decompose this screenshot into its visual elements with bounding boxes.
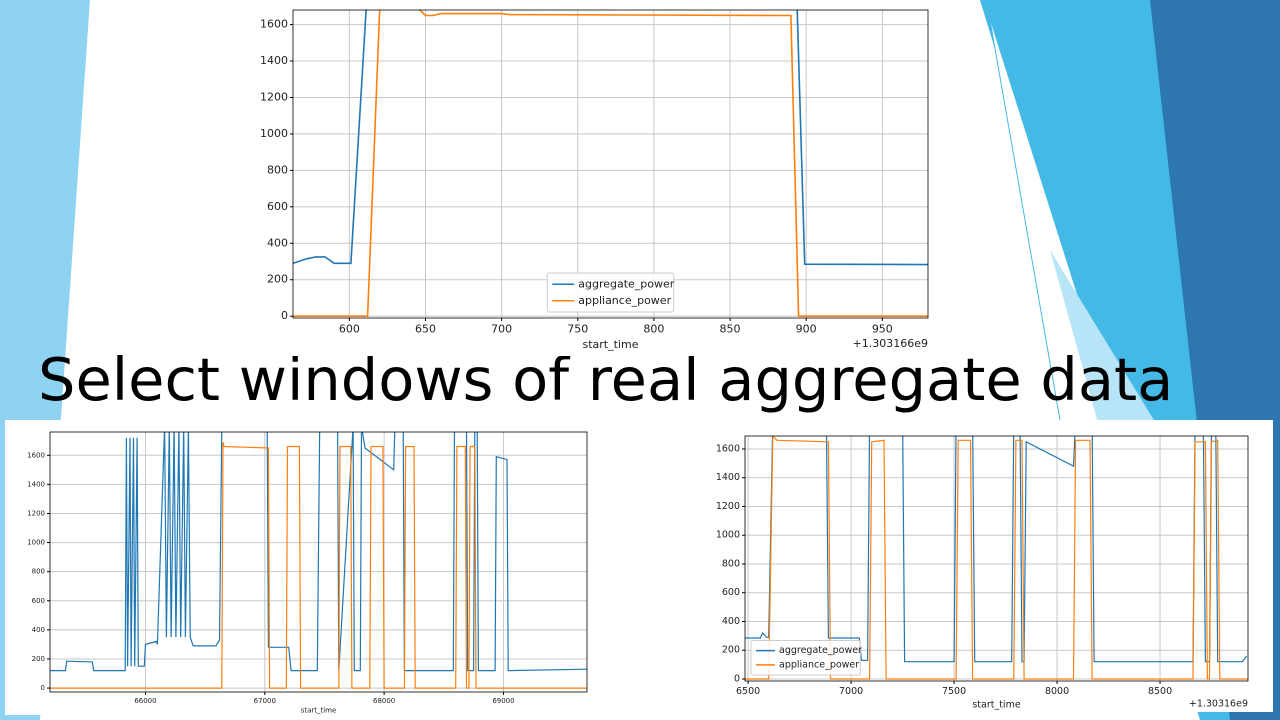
y-tick-label: 1600 [260, 18, 288, 31]
x-tick-label: 950 [872, 323, 893, 336]
y-tick-label: 0 [281, 309, 288, 322]
x-tick-label: 600 [339, 323, 360, 336]
slide-title: Select windows of real aggregate data [38, 345, 1174, 414]
x-offset-label: +1.30316e9 [1189, 699, 1248, 710]
x-axis-label: start_time [583, 338, 639, 351]
line-series [745, 436, 1248, 680]
legend-label: appliance_power [578, 294, 671, 307]
x-tick-label: 8000 [1045, 686, 1069, 697]
y-tick-label: 1000 [260, 127, 288, 140]
legend-label: appliance_power [779, 659, 859, 670]
x-tick-label: 66000 [134, 697, 156, 705]
y-tick-label: 1600 [716, 443, 740, 454]
x-axis-label: start_time [972, 699, 1020, 710]
legend-label: aggregate_power [578, 277, 675, 290]
x-tick-label: 7500 [942, 686, 966, 697]
chart: 0 200 400 600 800 1000 1200 1400 1600 66000 67000 6… [5, 420, 595, 715]
y-tick-label: 800 [722, 558, 740, 569]
line-series [293, 10, 928, 317]
y-tick-label: 400 [722, 616, 740, 627]
y-tick-label: 600 [722, 587, 740, 598]
y-tick-label: 200 [32, 655, 45, 663]
y-tick-label: 0 [41, 684, 45, 692]
plot-frame [292, 9, 929, 319]
x-tick-label: 6500 [736, 686, 760, 697]
x-tick-label: 850 [720, 323, 741, 336]
y-tick-label: 400 [267, 236, 288, 249]
y-tick-label: 600 [267, 200, 288, 213]
legend-box [546, 272, 675, 313]
chart: 0 200 400 600 800 1000 1200 1400 1600 600 650 700 75… [250, 0, 940, 356]
x-tick-label: 800 [643, 323, 664, 336]
x-offset-label: +1.303166e9 [853, 337, 928, 350]
x-tick-label: 67000 [254, 697, 276, 705]
y-tick-label: 600 [32, 597, 45, 605]
y-tick-label: 1400 [27, 480, 45, 488]
y-tick-label: 0 [734, 673, 740, 684]
x-axis-label: start_time [301, 707, 337, 715]
y-tick-label: 1400 [260, 54, 288, 67]
plot-frame [744, 435, 1249, 682]
y-tick-label: 800 [32, 568, 45, 576]
x-tick-label: 700 [491, 323, 512, 336]
x-tick-label: 69000 [492, 697, 514, 705]
y-tick-label: 1200 [260, 90, 288, 103]
y-tick-label: 1400 [716, 472, 740, 483]
x-tick-label: 750 [567, 323, 588, 336]
y-tick-label: 1000 [27, 539, 45, 547]
legend-box [750, 640, 861, 676]
y-tick-label: 1200 [27, 509, 45, 517]
legend-label: aggregate_power [779, 645, 862, 656]
x-tick-label: 68000 [373, 697, 395, 705]
y-tick-label: 200 [267, 273, 288, 286]
y-tick-label: 1600 [27, 451, 45, 459]
y-tick-label: 1000 [716, 530, 740, 541]
x-tick-label: 650 [415, 323, 436, 336]
chart: 0 200 400 600 800 1000 1200 1400 1600 6500 7000 750… [705, 420, 1273, 712]
plot-frame [49, 431, 588, 693]
y-tick-label: 800 [267, 163, 288, 176]
line-series [745, 436, 1248, 663]
line-series [50, 432, 587, 672]
line-series [50, 442, 587, 689]
y-tick-label: 400 [32, 626, 45, 634]
y-tick-label: 200 [722, 645, 740, 656]
y-tick-label: 1200 [716, 501, 740, 512]
x-tick-label: 7000 [839, 686, 863, 697]
x-tick-label: 8500 [1148, 686, 1172, 697]
x-tick-label: 900 [796, 323, 817, 336]
line-series [293, 10, 928, 266]
